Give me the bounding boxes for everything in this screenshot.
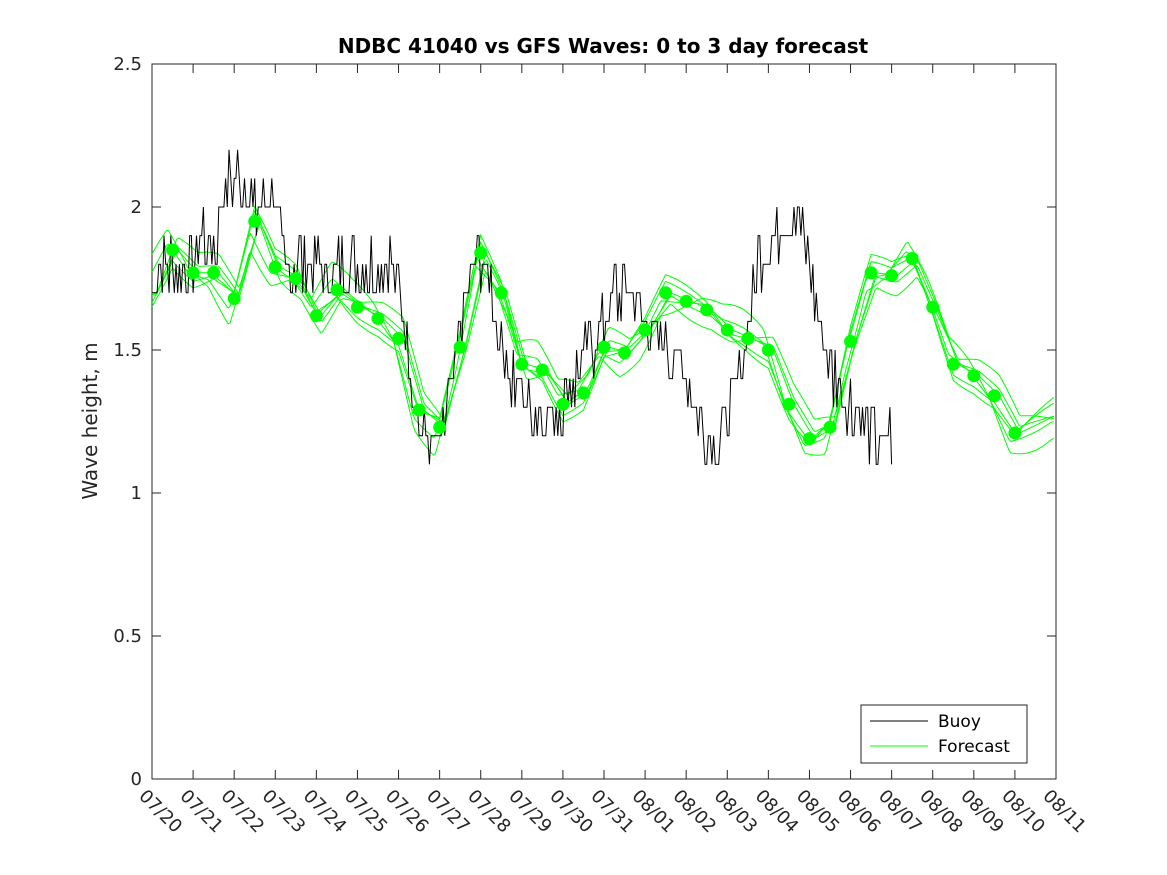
forecast-point xyxy=(433,420,447,434)
forecast-point xyxy=(207,266,221,280)
chart-title: NDBC 41040 vs GFS Waves: 0 to 3 day fore… xyxy=(338,34,869,58)
x-tick-label: 08/11 xyxy=(1038,786,1090,838)
forecast-point xyxy=(186,266,200,280)
forecast-point xyxy=(823,420,837,434)
x-tick-label: 07/30 xyxy=(545,786,597,838)
forecast-point xyxy=(166,243,180,257)
forecast-point xyxy=(576,386,590,400)
forecast-point xyxy=(330,283,344,297)
x-tick-label: 08/07 xyxy=(874,786,926,838)
forecast-point xyxy=(412,403,426,417)
y-axis-label: Wave height, m xyxy=(78,342,102,499)
forecast-point xyxy=(967,369,981,383)
forecast-point xyxy=(782,397,796,411)
forecast-point xyxy=(844,334,858,348)
forecast-point xyxy=(494,286,508,300)
forecast-point xyxy=(864,266,878,280)
x-tick-label: 07/22 xyxy=(217,786,269,838)
forecast-point xyxy=(474,246,488,260)
forecast-point xyxy=(926,300,940,314)
x-tick-label: 08/05 xyxy=(792,786,844,838)
forecast-point xyxy=(515,357,529,371)
y-tick-label: 2 xyxy=(131,197,142,218)
forecast-point xyxy=(802,432,816,446)
x-tick-label: 08/03 xyxy=(710,786,762,838)
forecast-point xyxy=(371,312,385,326)
legend-box xyxy=(860,704,1028,764)
legend-forecast-label: Forecast xyxy=(938,737,1010,757)
y-tick-label: 2.5 xyxy=(113,54,142,75)
forecast-point xyxy=(946,357,960,371)
forecast-point xyxy=(556,397,570,411)
forecast-point xyxy=(309,309,323,323)
forecast-point xyxy=(618,346,632,360)
forecast-point xyxy=(392,332,406,346)
legend: Buoy Forecast xyxy=(860,704,1028,764)
forecast-point xyxy=(700,303,714,317)
x-tick-label: 07/20 xyxy=(134,786,186,838)
forecast-point xyxy=(659,286,673,300)
forecast-point xyxy=(638,323,652,337)
forecast-point xyxy=(453,340,467,354)
x-tick-label: 07/23 xyxy=(258,786,310,838)
buoy-line xyxy=(152,149,893,465)
forecast-point xyxy=(350,300,364,314)
forecast-point xyxy=(741,332,755,346)
forecast-point xyxy=(987,389,1001,403)
x-tick-label: 08/09 xyxy=(956,786,1008,838)
forecast-point xyxy=(720,323,734,337)
forecast-point xyxy=(268,260,282,274)
forecast-point xyxy=(597,340,611,354)
x-tick-label: 08/02 xyxy=(669,786,721,838)
x-tick-label: 08/04 xyxy=(751,786,803,838)
forecast-point xyxy=(885,269,899,283)
forecast-point xyxy=(679,294,693,308)
forecast-point xyxy=(227,292,241,306)
y-tick-label: 1 xyxy=(131,483,142,504)
x-tick-label: 07/21 xyxy=(176,786,228,838)
x-tick-label: 07/29 xyxy=(504,786,556,838)
x-tick-label: 07/28 xyxy=(463,786,515,838)
forecast-point xyxy=(905,251,919,265)
forecast-point xyxy=(535,363,549,377)
forecast-point xyxy=(761,343,775,357)
x-tick-label: 07/31 xyxy=(586,786,638,838)
forecast-point xyxy=(289,272,303,285)
x-tick-label: 08/01 xyxy=(628,786,680,838)
y-tick-label: 0.5 xyxy=(113,626,142,647)
forecast-point xyxy=(248,214,262,228)
x-tick-label: 07/26 xyxy=(381,786,433,838)
y-tick-label: 0 xyxy=(131,769,142,790)
x-tick-label: 07/27 xyxy=(422,786,474,838)
forecast-point xyxy=(1008,426,1022,440)
x-tick-label: 08/06 xyxy=(833,786,885,838)
x-tick-label: 07/25 xyxy=(340,786,392,838)
forecast-run-line xyxy=(151,225,1054,421)
x-tick-label: 08/08 xyxy=(915,786,967,838)
x-tick-label: 08/10 xyxy=(997,786,1049,838)
y-tick-label: 1.5 xyxy=(113,340,142,361)
x-tick-label: 07/24 xyxy=(299,786,351,838)
axes-box xyxy=(151,63,1057,780)
legend-buoy-label: Buoy xyxy=(938,712,981,732)
